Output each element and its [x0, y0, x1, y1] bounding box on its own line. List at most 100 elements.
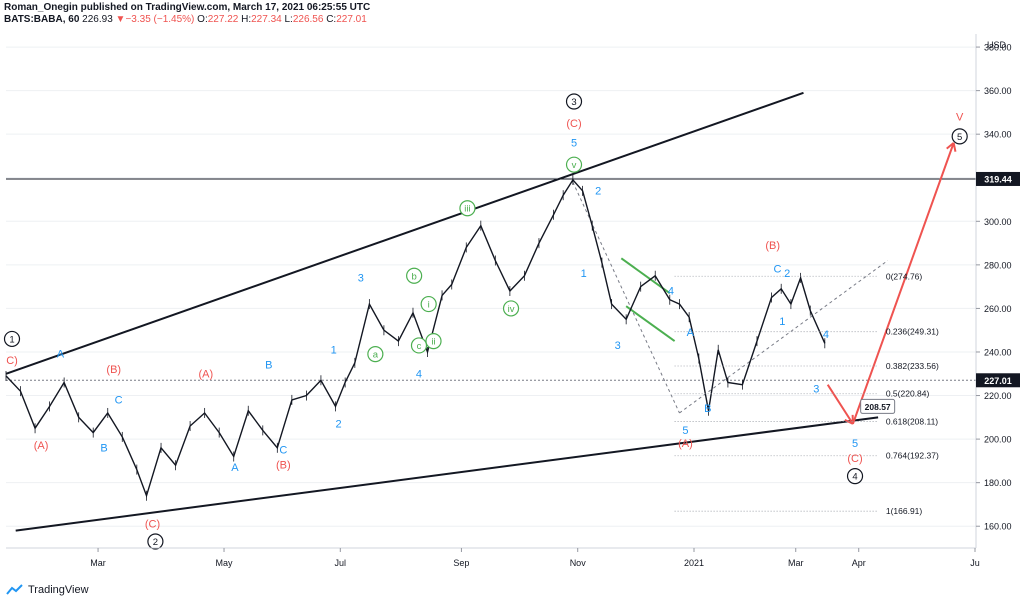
wave-label: b — [411, 271, 416, 282]
price-line — [5, 178, 826, 498]
wave-labels: 1C)A(A)(B)CB(C)2(A)ABC(B)123abciii4iiiiv… — [3, 93, 968, 550]
x-tick-label: 2021 — [684, 558, 704, 568]
price-series — [5, 174, 826, 501]
y-tick-label: 240.00 — [984, 347, 1012, 357]
arrowhead-down-icon — [844, 414, 854, 425]
currency-label: USD — [987, 40, 1007, 50]
fib-level-label: 1(166.91) — [886, 506, 923, 516]
y-tick-label: 380.00 — [984, 43, 1012, 53]
wave-label: (A) — [678, 438, 693, 450]
fib-level-label: 0.236(249.31) — [886, 327, 939, 337]
wave-label: A — [687, 327, 695, 339]
low-value: 226.56 — [292, 14, 324, 25]
high-value: 227.34 — [251, 14, 282, 25]
fib-levels: 0(274.76) 0.236(249.31) 0.382(233.56) 0.5(2… — [674, 271, 939, 516]
x-tick-label: Apr — [852, 558, 866, 568]
wave-label: (A) — [198, 368, 213, 380]
brand-label: TradingView — [28, 584, 89, 596]
y-tick-label: 160.00 — [984, 522, 1012, 532]
wave-label: 4 — [823, 329, 829, 341]
wave-label: (B) — [276, 460, 291, 472]
wave-label: (C) — [145, 519, 160, 531]
wave-label: (B) — [765, 240, 780, 252]
wave-label: 1 — [779, 316, 785, 328]
red-projection-down — [826, 384, 854, 425]
x-tick-label: Mar — [90, 558, 106, 568]
wave-label-circle — [565, 93, 583, 110]
y-tick-label: 360.00 — [984, 86, 1012, 96]
wave-label: A — [231, 462, 239, 474]
axes: 160.00 180.00 200.00 220.00 240.00 260.00 280.… — [6, 34, 1020, 568]
wave-label: 2 — [153, 537, 158, 548]
wave-label: 1 — [581, 268, 587, 280]
wave-label-circle — [420, 295, 437, 313]
wave-label: 2 — [784, 268, 790, 280]
wave-label: (A) — [34, 440, 49, 452]
wave-label: 4 — [416, 368, 422, 380]
fib-level-label: 0.618(208.11) — [886, 416, 938, 426]
footer: TradingView — [6, 582, 89, 598]
wave-label-circle — [951, 128, 968, 145]
wave-label: C) — [6, 355, 18, 367]
fib-level-label: 0.764(192.37) — [886, 451, 939, 461]
chart-canvas[interactable]: 208.57 0(274.76) 0.236(249.31) 0.382(233.5… — [0, 0, 1024, 582]
close-value: 227.01 — [336, 14, 367, 25]
price-tag-box — [976, 171, 1020, 186]
wave-label: iii — [464, 204, 470, 215]
wave-label: 4 — [668, 286, 674, 298]
x-tick-label: Mar — [788, 558, 804, 568]
target-box-label: 208.57 — [865, 402, 891, 412]
x-tick-label: Ju — [970, 558, 980, 568]
wave-label: 4 — [852, 472, 857, 483]
red-projection-up — [851, 142, 955, 425]
wave-label-circle — [406, 267, 423, 284]
wave-label: 5 — [571, 137, 577, 149]
arrowhead-up-icon — [946, 142, 957, 152]
wave-label-circle — [410, 337, 428, 354]
wave-label: 5 — [957, 132, 962, 143]
wave-label: A — [57, 349, 65, 361]
tradingview-logo-icon — [6, 584, 23, 595]
x-tick-label: Sep — [453, 558, 469, 568]
lower-trendline — [15, 416, 879, 532]
symbol-label: BATS:BABA, 60 — [4, 14, 80, 25]
change-value: −3.35 (−1.45%) — [125, 14, 195, 25]
y-tick-label: 180.00 — [984, 478, 1012, 488]
wave-label-circle — [425, 332, 442, 350]
ohlc-line: BATS:BABA, 60 226.93 ▼−3.35 (−1.45%) O:2… — [4, 14, 1004, 26]
wave-label: i — [428, 300, 430, 311]
price-tag-label: 319.44 — [984, 174, 1012, 184]
wave-label: 3 — [571, 97, 576, 108]
wave-label: C — [115, 394, 123, 406]
high-label: H: — [241, 14, 252, 25]
wave-label-circle — [459, 200, 476, 217]
wave-label: 2 — [595, 185, 601, 197]
wave-label: B — [100, 442, 107, 454]
wave-label: ii — [431, 337, 435, 348]
upper-trendline — [5, 91, 804, 375]
x-tick-label: Nov — [570, 558, 587, 568]
publisher-line: Roman_Onegin published on TradingView.co… — [4, 2, 1004, 14]
wave-label: B — [265, 360, 272, 372]
wave-label: C — [279, 444, 287, 456]
x-tick-label: May — [216, 558, 234, 568]
wave-label: 5 — [852, 438, 858, 450]
y-tick-label: 260.00 — [984, 304, 1012, 314]
wave-label: 3 — [615, 340, 621, 352]
open-label: O: — [197, 14, 208, 25]
wave-label-circle — [846, 468, 864, 485]
y-tick-label: 220.00 — [984, 391, 1012, 401]
green-channel-bottom — [625, 305, 676, 342]
wave-label: 1 — [331, 344, 337, 356]
y-tick-label: 300.00 — [984, 217, 1012, 227]
wave-drawings: 208.57 — [5, 91, 976, 532]
wave-dashed-2 — [679, 260, 889, 414]
price-tag-box — [976, 373, 1020, 388]
wave-label: 3 — [813, 384, 819, 396]
wave-label-circle — [565, 156, 583, 173]
wave-label: a — [373, 350, 379, 361]
last-price: 226.93 — [82, 14, 113, 25]
grid — [6, 46, 976, 527]
wave-label-circle — [367, 346, 384, 363]
wave-label-circle — [147, 533, 164, 550]
